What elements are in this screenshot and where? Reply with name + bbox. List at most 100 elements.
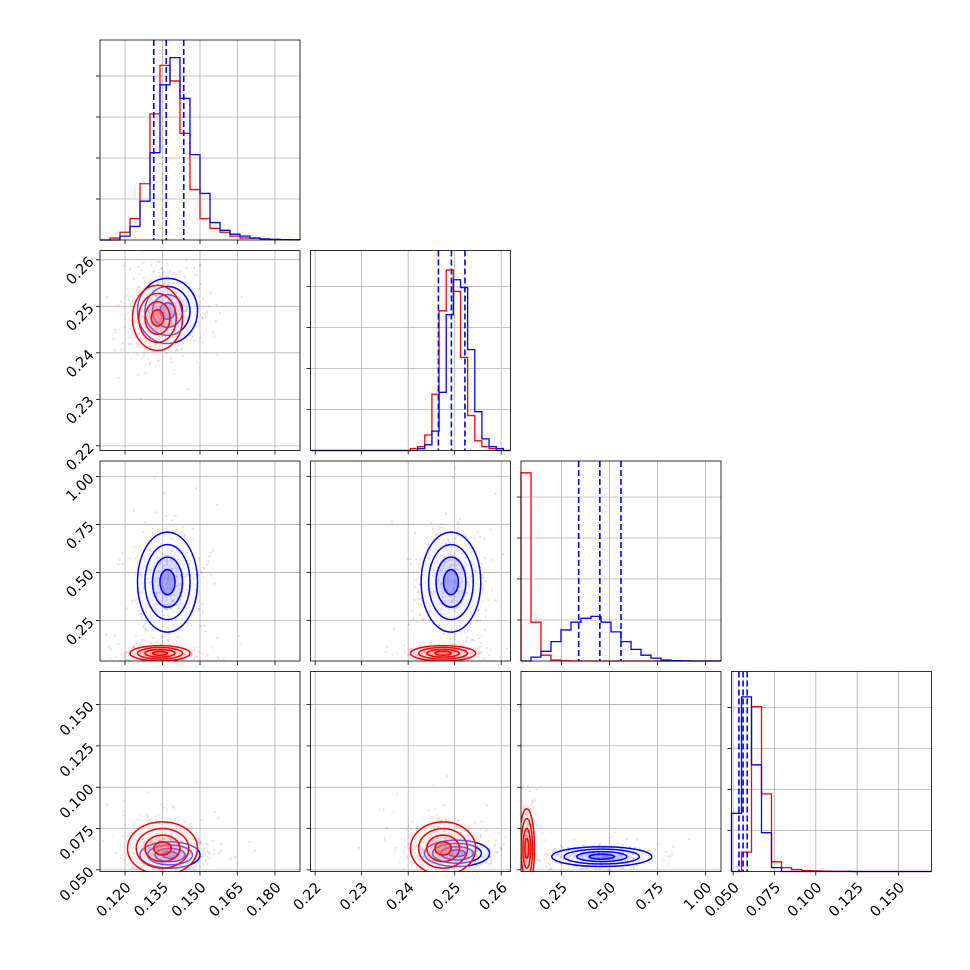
sample-point (161, 296, 164, 300)
sample-point (449, 558, 453, 561)
sample-point (165, 322, 168, 326)
sample-point (458, 604, 461, 607)
sample-point (163, 311, 166, 314)
sample-point (458, 557, 461, 560)
sample-point (155, 312, 158, 315)
sample-point (163, 322, 166, 325)
sample-point (425, 601, 428, 604)
sample-point (131, 652, 134, 655)
sample-point (146, 629, 150, 633)
sample-point (159, 561, 162, 564)
sample-point (443, 561, 446, 564)
sample-point (215, 353, 219, 356)
sample-point (158, 335, 161, 338)
sample-point (453, 642, 456, 645)
sample-point (196, 294, 199, 297)
sample-point (213, 334, 216, 338)
sample-point (127, 834, 130, 837)
sample-point (403, 651, 407, 655)
sample-point (210, 574, 213, 577)
sample-point (204, 630, 207, 633)
sample-point (164, 288, 167, 292)
sample-point (166, 573, 169, 576)
sample-point (454, 607, 457, 610)
sample-point (484, 615, 487, 618)
sample-point (156, 313, 159, 316)
sample-point (161, 334, 164, 337)
sample-point (137, 285, 140, 289)
sample-point (191, 335, 194, 338)
sample-point (165, 319, 168, 322)
sample-point (464, 556, 467, 560)
sample-point (453, 610, 456, 613)
sample-point (180, 872, 182, 874)
sample-point (146, 652, 149, 655)
sample-point (448, 552, 451, 555)
sample-point (162, 273, 165, 276)
sample-point (192, 874, 194, 876)
sample-point (159, 312, 162, 316)
sample-point (440, 569, 444, 573)
sample-point (198, 366, 201, 369)
sample-point (159, 561, 162, 564)
sample-point (167, 331, 171, 334)
sample-point (415, 578, 418, 581)
sample-point (163, 635, 167, 638)
sample-point (167, 604, 170, 607)
sample-point (150, 541, 153, 545)
sample-point (139, 590, 142, 594)
sample-point (408, 557, 411, 561)
sample-point (444, 580, 447, 583)
sample-point (428, 609, 431, 612)
sample-point (219, 842, 223, 845)
sample-point (173, 337, 176, 340)
sample-point (140, 957, 142, 959)
sample-point (169, 601, 172, 604)
sample-point (166, 563, 169, 566)
sample-point (155, 310, 158, 313)
sample-point (147, 310, 150, 313)
sample-point (462, 604, 465, 608)
sample-point (179, 294, 182, 297)
sample-point (138, 586, 141, 589)
sample-point (198, 287, 202, 290)
sample-point (445, 615, 448, 618)
sample-point (467, 581, 470, 584)
sample-point (175, 575, 178, 579)
sample-point (203, 313, 207, 316)
sample-point (428, 609, 431, 612)
sample-point (162, 564, 165, 567)
sample-point (185, 310, 188, 313)
sample-point (195, 325, 198, 328)
sample-point (157, 314, 161, 317)
sample-point (175, 306, 178, 309)
sample-point (187, 291, 190, 294)
sample-point (490, 589, 494, 592)
sample-point (449, 600, 453, 604)
sample-point (452, 590, 455, 593)
sample-point (177, 606, 180, 609)
sample-point (141, 321, 144, 325)
sample-point (155, 326, 158, 330)
sample-point (188, 610, 191, 614)
sample-point (178, 297, 181, 300)
sample-point (442, 613, 446, 616)
sample-point (159, 652, 162, 655)
sample-point (172, 310, 175, 313)
sample-point (150, 872, 152, 874)
sample-point (432, 583, 435, 586)
sample-point (174, 304, 177, 308)
sample-point (161, 609, 164, 613)
sample-point (441, 573, 444, 576)
sample-point (161, 303, 164, 307)
sample-point (185, 588, 188, 591)
sample-point (150, 599, 153, 602)
sample-point (155, 592, 159, 595)
sample-point (440, 582, 443, 585)
sample-point (102, 526, 105, 529)
sample-point (154, 330, 157, 333)
sample-point (170, 653, 173, 656)
sample-point (390, 520, 393, 523)
sample-point (174, 276, 177, 279)
sample-point (154, 328, 157, 331)
